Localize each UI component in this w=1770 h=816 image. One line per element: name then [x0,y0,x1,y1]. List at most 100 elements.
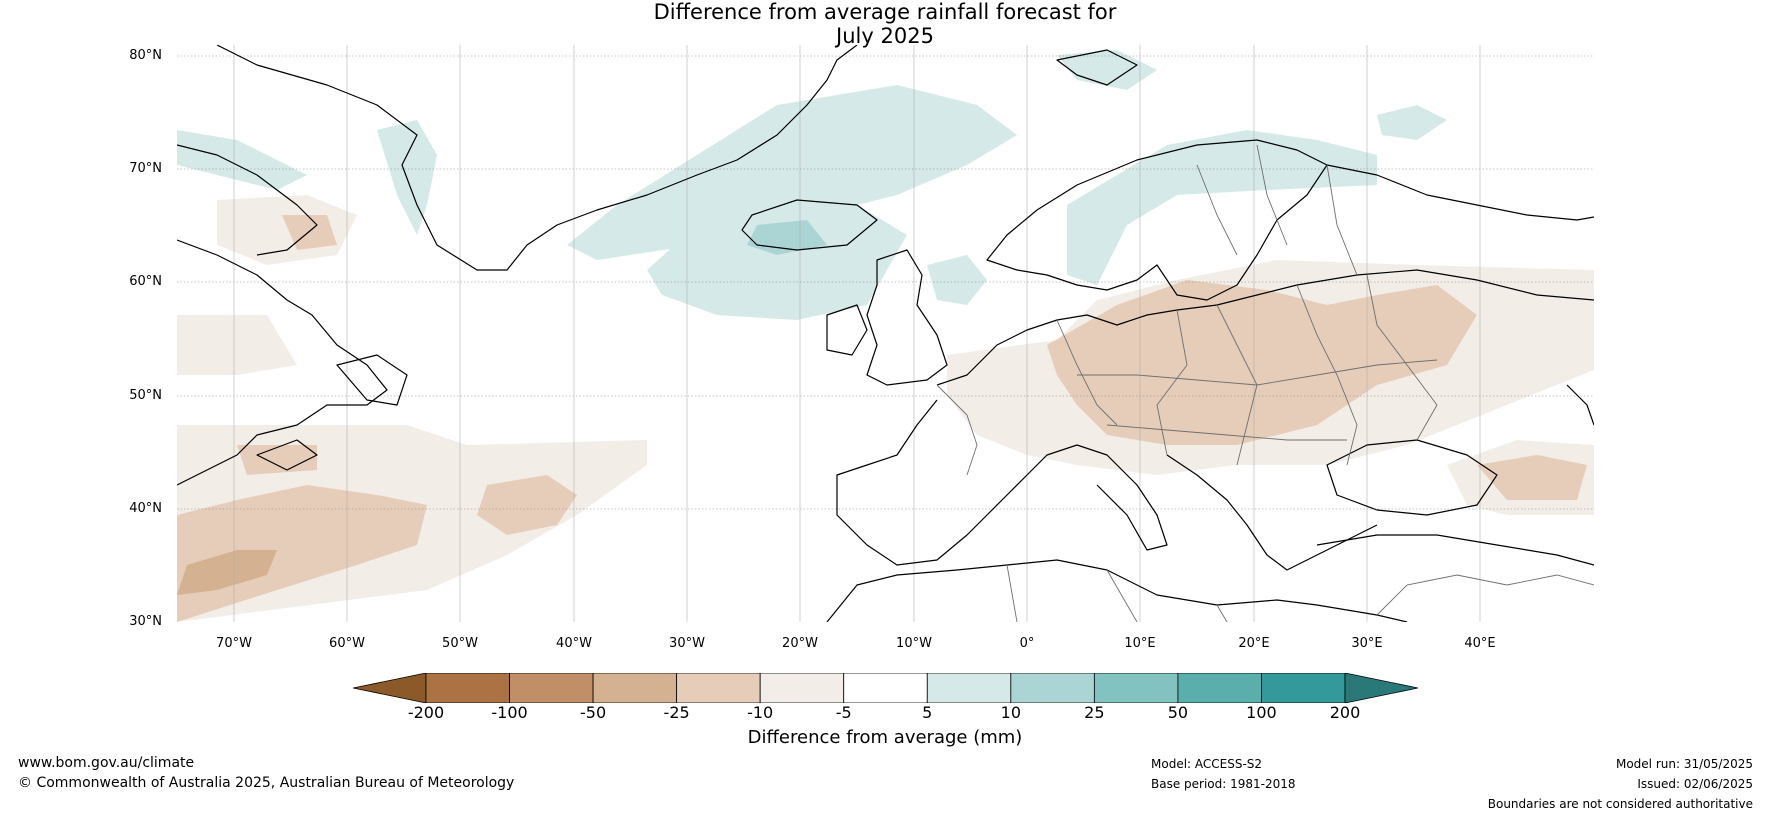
lon-label-0: 0° [1019,636,1035,651]
border-14 [1376,574,1594,616]
border-13 [1216,604,1228,622]
dry-region-west-atlantic [177,315,297,375]
lon-label-50w: 50°W [442,636,478,651]
border-3 [1296,284,1358,466]
colorbar-tick-label: 50 [1167,703,1189,722]
dry-region-north-atlantic-south-2 [177,485,427,622]
colorbar-extend-low [353,673,427,703]
copyright-text: © Commonwealth of Australia 2025, Austra… [18,775,515,791]
dry-region-labrador-core [282,215,337,250]
lon-label-30w: 30°W [669,636,705,651]
colorbar-extend-high [1344,673,1418,703]
wet-region-barents [1377,105,1447,140]
dry-region-black-sea-core [1477,455,1587,500]
colorbar-tick-label: 200 [1329,703,1361,722]
colorbar-segment [1177,673,1262,703]
coastline-iberia [836,399,1078,566]
lon-label-40e: 40°E [1464,636,1496,651]
website-link[interactable]: www.bom.gov.au/climate [18,755,195,771]
anomaly-shading [177,50,1594,622]
colorbar-tick-label: -10 [747,703,774,722]
colorbar-tick-label: -25 [663,703,690,722]
gridlines-lon [233,45,1481,622]
wet-region-iceland [647,205,907,320]
border-9 [1256,144,1288,246]
colorbar-segment [1261,673,1346,703]
wet-region-britain [927,255,987,305]
lon-label-40w: 40°W [556,636,592,651]
colorbar-label: Difference from average (mm) [747,727,1023,748]
dry-region-atlantic-mid [477,475,577,535]
coastline-caspian [1566,384,1594,426]
border-11 [1006,564,1018,622]
colorbar-segment [926,673,1012,703]
border-10 [1326,164,1358,276]
rainfall-map [177,45,1594,622]
coastline-greenland [216,45,858,271]
lon-label-10e: 10°E [1124,636,1156,651]
coastline-nova-scotia [256,439,318,471]
colorbar [353,673,1418,703]
coastline-iceland [741,199,878,251]
coastlines [177,45,1594,622]
colorbar-segment [1093,673,1179,703]
lon-label-20e: 20°E [1238,636,1270,651]
colorbar-tick-label: 100 [1246,703,1277,722]
wet-region-svalbard [1057,50,1157,90]
lon-label-20w: 20°W [782,636,818,651]
colorbar-segment [1010,673,1095,703]
lon-label-60w: 60°W [329,636,365,651]
dry-region-north-atlantic-south-3 [177,550,277,595]
coastline-russia-north [1326,164,1594,221]
colorbar-tick-label: -50 [580,703,607,722]
border-5 [1077,359,1438,386]
disclaimer-text: Boundaries are not considered authoritat… [1487,797,1753,811]
lat-label-80n: 80°N [129,48,162,63]
border-6 [1106,424,1347,441]
wet-region-scandinavia [1067,130,1377,285]
coastline-norway [986,139,1328,301]
colorbar-segment [592,673,678,703]
lat-label-40n: 40°N [129,501,162,516]
lat-label-70n: 70°N [129,161,162,176]
lon-label-10w: 10°W [896,636,932,651]
base-period-text: Base period: 1981-2018 [1151,777,1296,791]
border-4 [1056,319,1118,426]
colorbar-segment [676,673,761,703]
border-8 [1196,164,1238,256]
lat-label-60n: 60°N [129,274,162,289]
colorbar-segment [843,673,928,703]
colorbar-tick-label: 10 [1000,703,1021,722]
colorbar-tick-label: 5 [922,703,933,722]
lon-label-30e: 30°E [1351,636,1383,651]
border-7 [1366,274,1438,441]
colorbar-segment [759,673,845,703]
model-text: Model: ACCESS-S2 [1151,757,1263,771]
title-line-1: Difference from average rainfall forecas… [653,0,1117,24]
dry-region-newfoundland [237,445,317,475]
wet-region-greenland-east [567,85,1017,260]
coastline-svalbard [1056,49,1138,86]
coastline-turkey [1316,534,1594,566]
coastline-italy [1076,444,1168,551]
issued-text: Issued: 02/06/2025 [1637,777,1753,791]
lat-label-50n: 50°N [129,388,162,403]
coastline-baffin [177,144,318,256]
model-run-text: Model run: 31/05/2025 [1615,757,1753,771]
border-15 [936,384,978,476]
gridlines [177,55,1594,510]
coastline-britain [866,249,948,386]
dry-region-labrador [217,195,357,265]
colorbar-tick-label: -100 [491,703,528,722]
colorbar-tick-label: -200 [407,703,445,722]
border-12 [1106,569,1138,622]
colorbar-tick-label: 25 [1084,703,1105,722]
title-line-2: July 2025 [836,24,934,48]
wet-region-davis [177,130,307,190]
colorbar-tick-label: -5 [835,703,852,722]
colorbar-segment [425,673,510,703]
country-borders [936,144,1594,622]
dry-region-europe-core [1047,280,1477,445]
lat-label-30n: 30°N [129,614,162,629]
lon-label-70w: 70°W [216,636,252,651]
